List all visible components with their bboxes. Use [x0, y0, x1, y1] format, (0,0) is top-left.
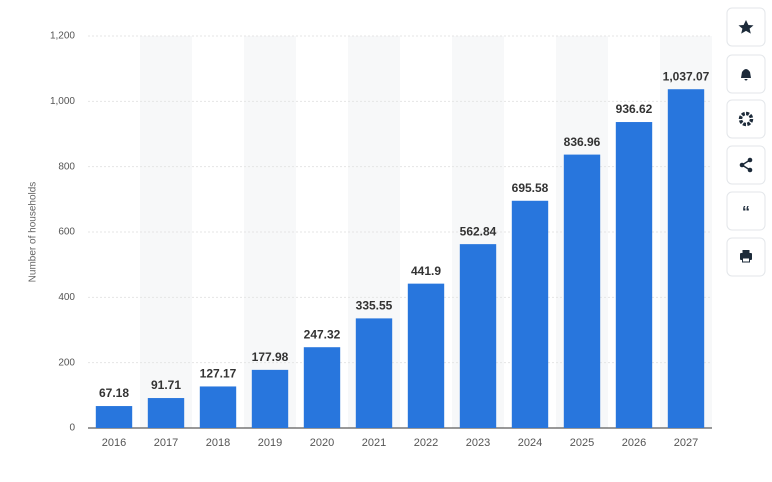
x-tick-label: 2016 [102, 437, 126, 449]
toolbar: “ [726, 7, 766, 277]
y-tick-label: 1,000 [50, 96, 75, 107]
bar [251, 369, 289, 428]
value-label: 335.55 [356, 299, 393, 313]
bar [563, 154, 601, 428]
y-tick-label: 200 [58, 357, 75, 368]
value-label: 1,037.07 [663, 69, 710, 83]
bar [407, 283, 445, 428]
value-label: 177.98 [252, 350, 289, 364]
value-label: 695.58 [512, 181, 549, 195]
y-tick-label: 0 [69, 423, 75, 434]
x-tick-label: 2027 [674, 437, 698, 449]
value-label: 562.84 [460, 224, 497, 238]
cite-button[interactable]: “ [726, 191, 766, 231]
value-label: 936.62 [616, 102, 653, 116]
bar [95, 406, 133, 428]
x-tick-label: 2018 [206, 437, 230, 449]
x-tick-label: 2025 [570, 437, 594, 449]
y-tick-label: 800 [58, 161, 75, 172]
value-label: 441.9 [411, 264, 441, 278]
x-tick-label: 2017 [154, 437, 178, 449]
value-label: 247.32 [304, 327, 341, 341]
bar [303, 347, 341, 428]
share-button[interactable] [726, 145, 766, 185]
y-tick-label: 1,200 [50, 31, 75, 42]
bar [199, 386, 237, 428]
x-tick-label: 2024 [518, 437, 542, 449]
x-tick-label: 2020 [310, 437, 334, 449]
value-label: 127.17 [200, 367, 237, 381]
bar [615, 122, 653, 428]
y-tick-label: 400 [58, 292, 75, 303]
x-tick-label: 2021 [362, 437, 386, 449]
bar [511, 200, 549, 428]
y-axis-title: Number of households [28, 182, 39, 283]
value-label: 67.18 [99, 386, 129, 400]
notification-button[interactable] [726, 54, 766, 94]
value-label: 91.71 [151, 378, 181, 392]
value-label: 836.96 [564, 135, 601, 149]
bar [459, 244, 497, 428]
y-tick-label: 600 [58, 227, 75, 238]
x-tick-label: 2019 [258, 437, 282, 449]
settings-button[interactable] [726, 99, 766, 139]
print-button[interactable] [726, 237, 766, 277]
x-tick-label: 2022 [414, 437, 438, 449]
svg-text:“: “ [742, 204, 750, 221]
bar [147, 398, 185, 428]
favorite-button[interactable] [726, 7, 766, 47]
bar [667, 89, 705, 428]
x-tick-label: 2023 [466, 437, 490, 449]
bar [355, 318, 393, 428]
x-tick-label: 2026 [622, 437, 646, 449]
